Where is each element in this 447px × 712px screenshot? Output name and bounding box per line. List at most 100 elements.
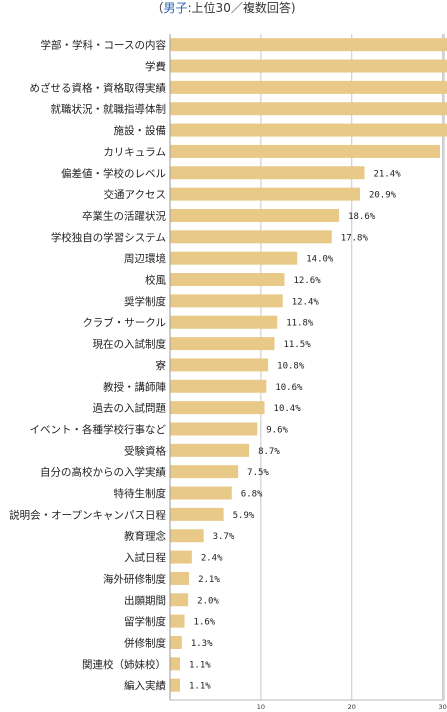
value-label: 7.5% [247,468,269,478]
value-label: 1.1% [189,660,211,670]
category-label: 卒業生の活躍状況 [82,209,166,222]
category-label: 教育理念 [124,530,166,543]
value-label: 14.0% [306,255,334,265]
value-label: 12.4% [292,297,320,307]
value-label: 10.6% [275,383,303,393]
bar [170,614,185,628]
value-label: 11.8% [286,319,314,329]
value-label: 10.4% [274,404,302,414]
bar [170,465,239,479]
grid-lines [170,34,445,701]
value-label: 21.4% [374,169,402,179]
bar [170,80,447,94]
bar [170,187,360,201]
category-label: 校風 [145,274,166,287]
x-tick-label: 20 [348,703,356,711]
value-label: 3.7% [213,532,235,542]
value-label: 18.6% [348,212,376,222]
bar [170,315,278,329]
category-label: 併修制度 [124,636,166,649]
bar [170,443,250,457]
value-label: 9.6% [266,425,288,435]
category-label: カリキュラム [103,146,166,158]
value-label: 11.5% [284,340,312,350]
category-label: 奨学制度 [124,295,166,308]
value-label: 6.8% [241,490,263,500]
value-label: 12.6% [294,276,322,286]
category-label: 学校独自の学習システム [51,231,166,244]
category-label: 寮 [156,359,167,372]
category-label: 交通アクセス [104,188,166,201]
category-label: 出願期間 [124,594,166,607]
category-label: 学部・学科・コースの内容 [41,39,167,52]
value-label: 17.8% [341,233,369,243]
bar [170,635,182,649]
category-label: 関連校（姉妹校） [82,658,166,671]
bar [170,123,447,137]
category-label: 入試日程 [124,551,166,564]
value-label: 8.7% [258,447,280,457]
category-label: 現在の入試制度 [93,338,167,351]
bar [170,550,192,564]
bar [170,251,298,265]
bar [170,59,447,73]
chart-title: （男子:上位30／複数回答) [0,0,447,20]
category-label: イベント・各種学校行事など [30,423,167,436]
category-label: 留学制度 [124,615,166,628]
value-label: 2.4% [201,554,223,564]
category-label: 学費 [145,60,166,73]
value-label: 2.1% [198,575,220,585]
bar [170,593,189,607]
bar [170,273,285,287]
category-label: クラブ・サークル [82,316,166,329]
value-labels: 50.5%42.6%42.5%39.0%34.0%29.7%21.4%20.9%… [189,169,402,692]
bar [170,230,332,244]
bars [170,38,447,692]
bar [170,208,340,222]
bar [170,422,258,436]
bar [170,486,232,500]
category-labels: 学部・学科・コースの内容学費めざせる資格・資格取得実績就職状況・就職指導体制施設… [9,39,166,693]
value-label: 1.1% [189,682,211,692]
value-label: 1.3% [191,639,213,649]
category-label: めざせる資格・資格取得実績 [30,81,167,94]
bar [170,294,283,308]
category-label: 就職状況・就職指導体制 [51,103,167,116]
bar [170,657,180,671]
title-open-paren: （ [151,1,164,15]
category-label: 周辺環境 [124,252,166,265]
bar [170,678,180,692]
x-tick-label: 10 [257,703,265,711]
bar [170,144,440,158]
category-label: 説明会・オープンキャンパス日程 [9,508,166,521]
x-tick-label: 30 [439,703,447,711]
category-label: 自分の高校からの入学実績 [40,466,166,479]
value-label: 2.0% [197,596,219,606]
bar [170,571,190,585]
bar [170,102,447,116]
title-rest: :上位30／複数回答) [187,1,296,15]
value-label: 20.9% [369,191,397,201]
title-male: 男子 [163,1,188,15]
bar [170,529,204,543]
bar [170,337,275,351]
bar [170,166,365,180]
value-label: 1.6% [194,618,216,628]
category-label: 偏差値・学校のレベル [61,167,166,180]
value-label: 10.8% [277,361,305,371]
category-label: 受験資格 [124,444,166,457]
value-label: 5.9% [233,511,255,521]
category-label: 編入実績 [124,679,166,692]
category-label: 海外研修制度 [103,572,166,585]
bar [170,358,269,372]
category-label: 教授・講師陣 [103,380,166,393]
bar [170,38,447,52]
category-label: 施設・設備 [114,124,167,137]
bar [170,507,224,521]
category-label: 過去の入試問題 [93,402,167,415]
bar [170,401,265,415]
tick-labels: 1020304050 [257,703,447,711]
category-label: 特待生制度 [114,487,167,500]
bar [170,379,267,393]
